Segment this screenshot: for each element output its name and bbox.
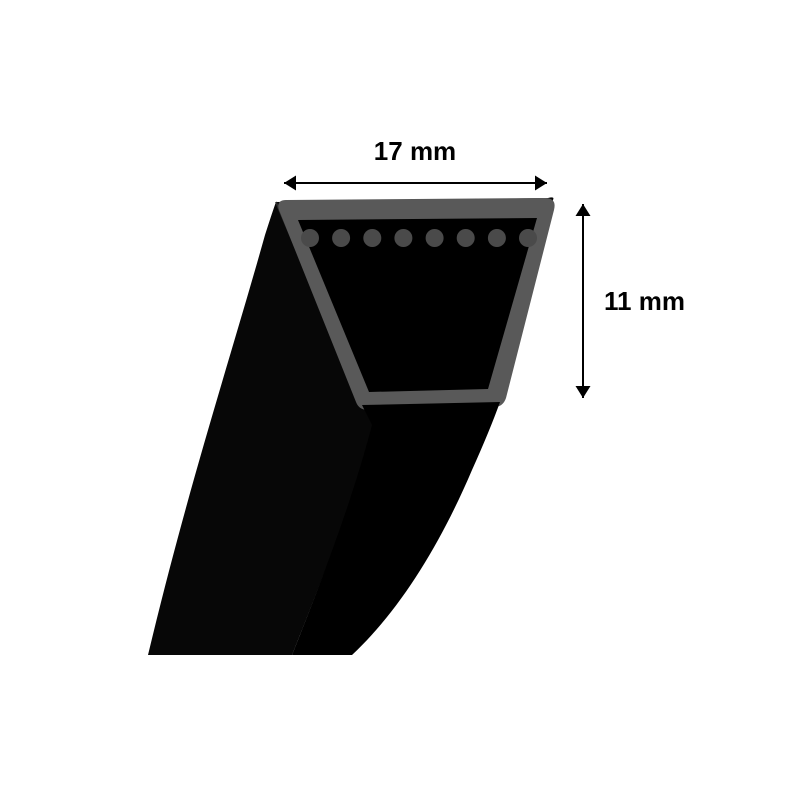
belt-cord <box>394 229 412 247</box>
height-dimension-label: 11 mm <box>604 286 685 316</box>
belt-cord <box>519 229 537 247</box>
vbelt-diagram: 17 mm 11 mm <box>0 0 800 800</box>
belt-cord <box>488 229 506 247</box>
belt-cord <box>301 229 319 247</box>
belt-cord <box>363 229 381 247</box>
belt-cord <box>457 229 475 247</box>
width-dimension-label: 17 mm <box>374 136 456 166</box>
belt-cord <box>332 229 350 247</box>
belt-cord <box>426 229 444 247</box>
